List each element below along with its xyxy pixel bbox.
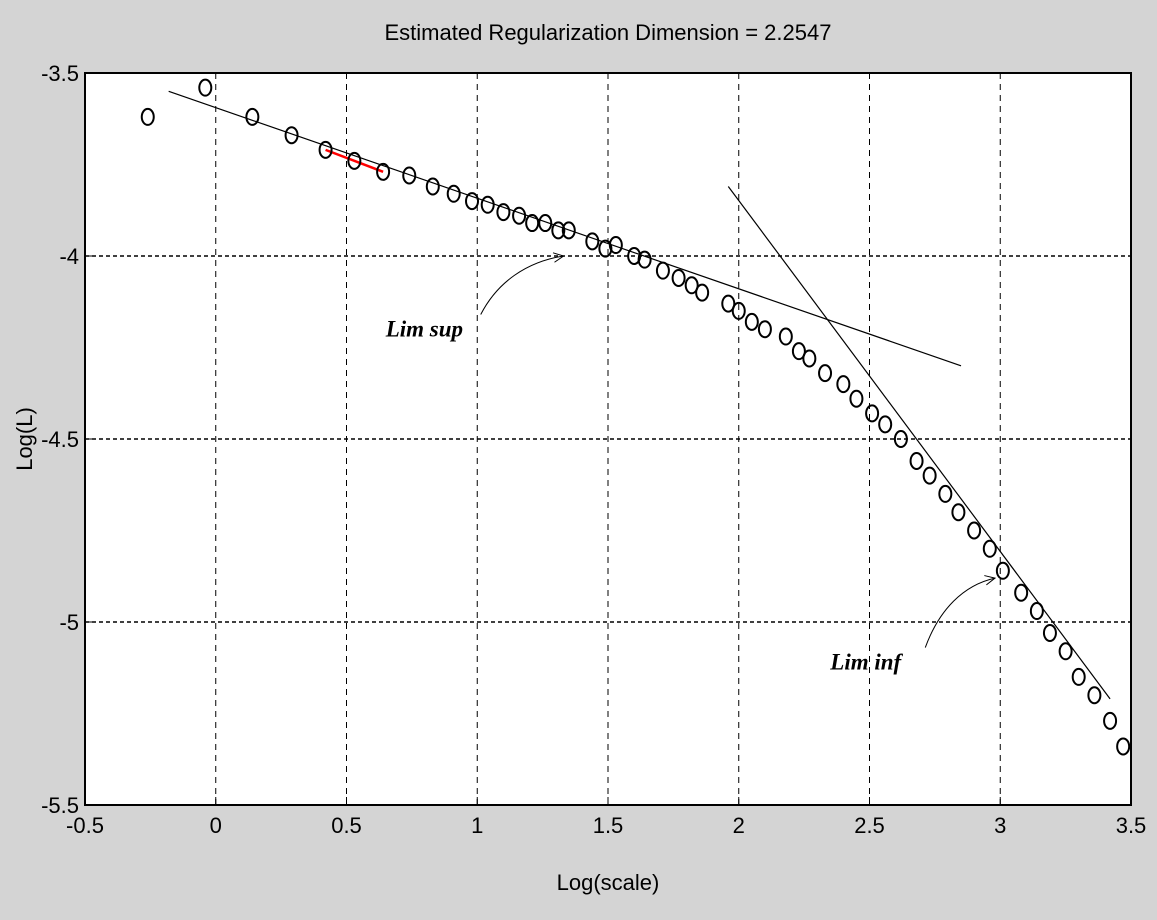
arrowhead — [552, 252, 565, 263]
arrowhead — [984, 575, 997, 586]
data-point — [878, 415, 893, 434]
data-point — [721, 294, 736, 313]
data-point — [198, 78, 213, 97]
x-tick-label: 3 — [994, 813, 1006, 838]
annotation-arrow — [480, 255, 564, 315]
data-point — [347, 151, 362, 170]
data-point — [480, 195, 495, 214]
data-point — [446, 184, 461, 203]
data-point — [1029, 602, 1044, 621]
data-point — [938, 484, 953, 503]
grid — [85, 73, 1131, 805]
x-tick-label: 3.5 — [1116, 813, 1147, 838]
data-point — [585, 232, 600, 251]
data-point — [791, 342, 806, 361]
ticks: -0.5 0 0.5 1 1.5 2 2.5 3 3.5 -3.5 -4 -4.5 -5 -5.5 — [41, 61, 1146, 838]
x-axis-label: Log(scale) — [557, 870, 660, 895]
data-point — [1071, 667, 1086, 686]
y-tick-label: -4 — [59, 244, 79, 269]
x-tick-label: 2 — [733, 813, 745, 838]
data-point — [731, 301, 746, 320]
y-axis-label: Log(L) — [12, 407, 37, 471]
x-tick-label: 0.5 — [331, 813, 362, 838]
chart-title: Estimated Regularization Dimension = 2.2… — [385, 20, 832, 45]
data-point — [982, 539, 997, 558]
data-point — [525, 214, 540, 233]
data-point — [376, 162, 391, 181]
y-tick-label: -3.5 — [41, 61, 79, 86]
data-point — [318, 140, 333, 159]
red-fit-segment — [325, 148, 384, 173]
data-point — [695, 283, 710, 302]
y-tick-label: -5.5 — [41, 793, 79, 818]
data-point — [1116, 737, 1131, 756]
data-point — [818, 364, 833, 383]
data-point — [1014, 583, 1029, 602]
data-point — [802, 349, 817, 368]
data-point — [893, 430, 908, 448]
data-point — [140, 107, 155, 126]
data-point — [951, 503, 966, 522]
data-point — [245, 107, 260, 126]
data-point — [465, 192, 480, 211]
data-point — [1087, 686, 1102, 705]
data-point — [496, 203, 511, 222]
x-tick-label: 2.5 — [854, 813, 885, 838]
annotation-label: Lim sup — [385, 317, 463, 342]
data-point — [909, 451, 924, 470]
annotation-arrow — [924, 577, 996, 648]
data-point — [684, 276, 699, 295]
annotations: Lim sup Lim inf — [385, 252, 997, 675]
data-point — [425, 177, 440, 196]
data-point — [744, 312, 759, 331]
data-point — [637, 250, 652, 269]
data-point — [561, 221, 576, 240]
data-point — [849, 389, 864, 408]
data-point — [402, 166, 417, 185]
data-point — [1042, 623, 1057, 642]
x-tick-label: -0.5 — [66, 813, 104, 838]
data-point — [967, 521, 982, 540]
data-point — [284, 126, 299, 145]
data-point — [608, 236, 623, 255]
data-point — [778, 327, 793, 346]
y-tick-label: -5 — [59, 610, 79, 635]
data-point — [655, 261, 670, 280]
data-point — [512, 206, 527, 225]
x-tick-label: 1.5 — [593, 813, 624, 838]
data-point — [1103, 711, 1118, 730]
data-point — [551, 221, 566, 240]
x-tick-label: 1 — [471, 813, 483, 838]
annotation-label: Lim inf — [829, 650, 903, 675]
fit-line — [727, 186, 1111, 700]
data-point — [757, 320, 772, 339]
data-point — [1058, 642, 1073, 661]
data-point — [995, 561, 1010, 580]
data-point — [836, 375, 851, 394]
data-point — [865, 404, 880, 423]
y-tick-label: -4.5 — [41, 427, 79, 452]
data-point — [922, 466, 937, 485]
data-points — [140, 78, 1131, 756]
data-point — [538, 214, 553, 233]
data-point — [671, 268, 686, 287]
x-tick-label: 0 — [210, 813, 222, 838]
